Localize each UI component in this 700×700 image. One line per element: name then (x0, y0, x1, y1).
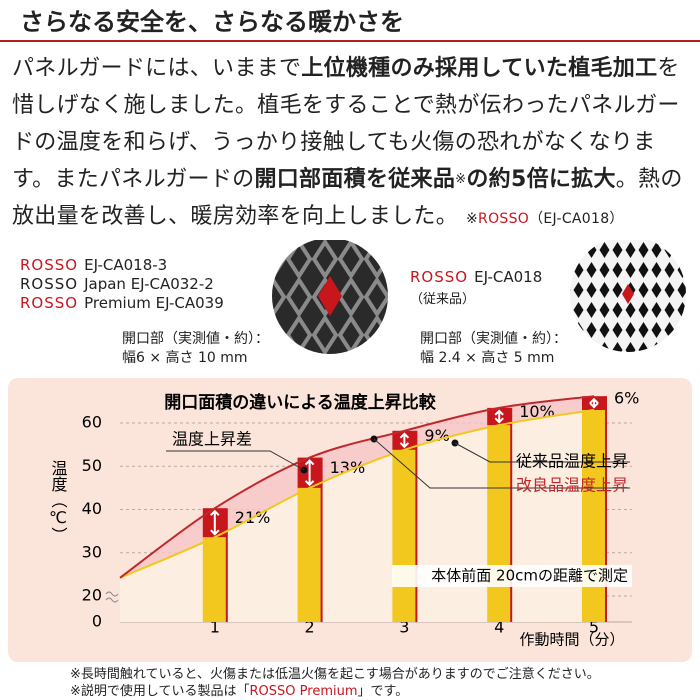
x-tick-label: 4 (494, 618, 504, 637)
chart-title: 開口面積の違いによる温度上昇比較 (164, 392, 436, 413)
model: ROSSO Japan EJ-CA032-2 (20, 275, 224, 294)
y-tick-label: 0 (92, 612, 102, 631)
text-run: パネルガードには、いままで (12, 56, 302, 81)
annotation: 温度上昇差 (172, 430, 252, 449)
x-tick-label: 2 (305, 618, 315, 637)
y-tick-label: 60 (82, 413, 102, 432)
brand: ROSSO (20, 294, 79, 312)
header-title: さらなる安全を、さらなる暖かさを (20, 8, 404, 36)
brand: ROSSO (20, 275, 79, 293)
model-name: EJ-CA018-3 (84, 256, 168, 274)
text-run: の約5倍に拡大 (466, 167, 616, 192)
brand: ROSSO (20, 256, 79, 274)
axis-break (105, 591, 119, 603)
footnote: ※長時間触れていると、火傷または低温火傷を起こす場合がありますのでご注意ください… (70, 667, 600, 682)
note: 本体前面 20cmの距離で測定 (431, 567, 628, 585)
bar (202, 537, 227, 622)
model-name: Premium EJ-CA039 (84, 294, 224, 312)
model: ROSSO EJ-CA018 (410, 268, 542, 287)
note-bg (392, 565, 632, 587)
caption: 開口部（実測値・約）： (420, 331, 567, 347)
intro-text: パネルガードには、いままで上位機種のみ採用していた植毛加工を惜しげなく施しました… (12, 50, 692, 238)
improved-models: ROSSO EJ-CA018-3 ROSSO Japan EJ-CA032-2 ROSS… (20, 256, 224, 313)
text-run: ※ (455, 172, 467, 187)
conventional-models: ROSSO EJ-CA018 (410, 268, 542, 287)
conventional-caption: 開口部（実測値・約）： 幅 2.4 × 高さ 5 mm (420, 330, 567, 368)
size: 幅 2.4 × 高さ 5 mm (420, 350, 555, 366)
arrow (399, 432, 410, 449)
arrow (494, 409, 504, 424)
note-brand: ROSSO (478, 211, 530, 227)
x-tick-label: 5 (589, 618, 599, 637)
text: ※説明で使用している製品は「 (70, 684, 250, 699)
difference-label: 13% (330, 458, 366, 477)
y-tick-label: 30 (82, 542, 102, 561)
brand: ROSSO Premium (249, 684, 358, 699)
area-difference (120, 396, 594, 578)
pointer (373, 438, 630, 489)
x-tick-label: 1 (210, 618, 220, 637)
arrow (304, 459, 315, 487)
bar (487, 425, 512, 622)
model: ROSSO Premium EJ-CA039 (20, 294, 224, 313)
mesh-improved (272, 240, 388, 354)
text-run: を惜しげなく施しました。植毛をすることで熱が伝わったパネルガードの温度を和らげ、… (12, 56, 680, 192)
legend-label: 改良品温度上昇 (516, 476, 628, 495)
text-run: 上位機種のみ採用していた植毛加工 (301, 56, 658, 81)
mesh-conventional (570, 240, 686, 352)
text-run: 開口部面積を従来品 (254, 167, 456, 192)
model: ROSSO EJ-CA018-3 (20, 256, 224, 275)
note-mark: ※ (466, 211, 479, 227)
x-axis-label: 作動時間（分） (519, 631, 624, 649)
y-tick-label: 40 (82, 499, 102, 518)
note-model: （EJ-CA018） (529, 211, 624, 227)
mesh-images (272, 240, 686, 354)
model-name: Japan EJ-CA032-2 (84, 275, 214, 293)
size: 幅6 × 高さ 10 mm (122, 350, 248, 366)
footnote: ※説明で使用している製品は「ROSSO Premium」です。 (70, 683, 600, 700)
note: ※ROSSO（EJ-CA018） (466, 211, 624, 227)
y-tick-label: 50 (82, 456, 102, 475)
x-tick-label: 3 (399, 618, 409, 637)
caption: 開口部（実測値・約）： (122, 331, 269, 347)
text-run: 。熱の放出量を改善し、暖房効率を向上しました。 (12, 167, 683, 229)
difference-label: 6% (614, 389, 639, 408)
bar (297, 487, 322, 622)
line (119, 395, 595, 579)
y-tick-label: 20 (82, 586, 102, 605)
bar (582, 410, 606, 622)
line (119, 409, 595, 579)
legend-label: 従来品温度上昇 (516, 452, 628, 471)
brand: ROSSO (410, 268, 469, 286)
footnotes: ※長時間触れていると、火傷または低温火傷を起こす場合がありますのでご注意ください… (70, 666, 600, 700)
pointer (166, 450, 305, 471)
header: さらなる安全を、さらなる暖かさを (0, 0, 700, 42)
conventional-tag: （従来品） (410, 292, 476, 307)
arrow (210, 509, 220, 536)
y-axis-label: 温度（℃） (48, 460, 67, 543)
difference-label: 9% (424, 426, 449, 445)
pointer (454, 442, 630, 463)
model-name: EJ-CA018 (474, 268, 543, 286)
arrow (589, 397, 599, 409)
improved-caption: 開口部（実測値・約）： 幅6 × 高さ 10 mm (122, 330, 269, 368)
text: 」です。 (357, 684, 409, 699)
bar (392, 449, 417, 622)
